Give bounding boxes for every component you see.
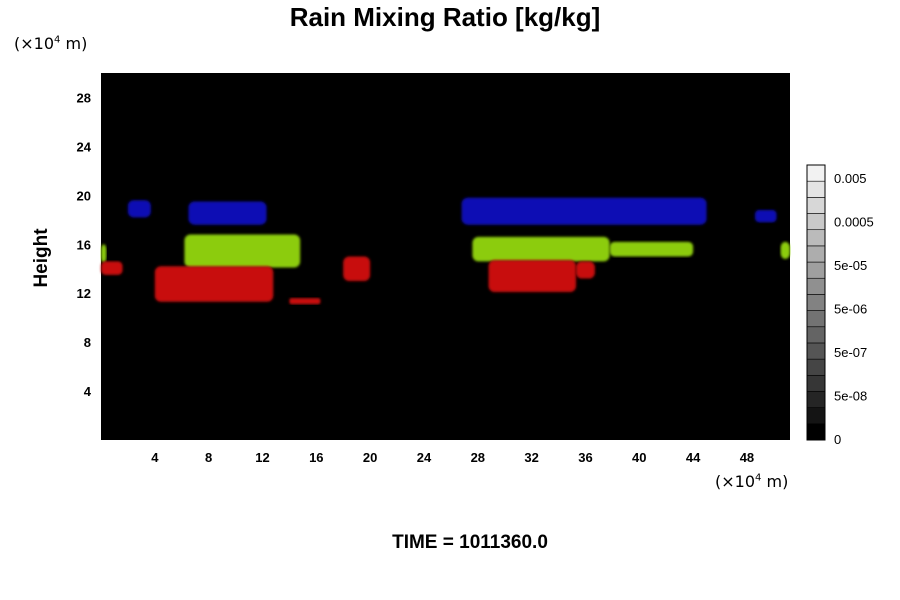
chart-title: Rain Mixing Ratio [kg/kg] (289, 2, 601, 32)
colorbar-level-6 (806, 326, 826, 344)
y-axis-unit: (×104 m) (14, 34, 88, 53)
rain-regions (101, 197, 790, 305)
rain-region-10 (101, 261, 123, 275)
colorbar-level-2 (806, 391, 826, 408)
colorbar-tick-label-1: 0.0005 (834, 215, 874, 230)
time-label: TIME = 1011360.0 (392, 532, 548, 553)
rain-region-7 (101, 244, 107, 263)
x-tick-label-1: 8 (205, 450, 212, 465)
y-tick-label-4: 20 (77, 188, 91, 203)
x-tick-label-0: 4 (151, 450, 159, 465)
colorbar-tick-label-0: 0.005 (834, 171, 867, 186)
y-tick-label-6: 28 (77, 90, 91, 105)
x-tick-label-9: 40 (632, 450, 646, 465)
rain-region-5 (472, 236, 610, 262)
x-tick-label-4: 20 (363, 450, 377, 465)
x-tick-label-2: 12 (255, 450, 269, 465)
colorbar-level-13 (806, 213, 826, 231)
colorbar-level-15 (806, 180, 826, 198)
colorbar-level-12 (806, 229, 826, 247)
rain-region-6 (609, 241, 694, 257)
colorbar-level-4 (806, 358, 826, 376)
rain-region-12 (488, 260, 577, 292)
colorbar-tick-label-4: 5e-07 (834, 345, 867, 360)
y-tick-label-3: 16 (77, 237, 91, 252)
rain-region-9 (154, 266, 274, 302)
colorbar-level-0 (806, 423, 826, 441)
rain-region-4 (184, 234, 301, 268)
colorbar-level-1 (806, 407, 826, 425)
colorbar-level-10 (806, 261, 826, 279)
colorbar-frame (806, 164, 826, 441)
colorbar-level-8 (806, 294, 826, 311)
colorbar-tick-label-5: 5e-08 (834, 389, 867, 404)
colorbar: 0.005 0.0005 5e-05 5e-06 5e-07 5e-08 0 (806, 164, 874, 447)
colorbar-level-14 (806, 197, 826, 214)
colorbar-level-9 (806, 277, 826, 295)
rain-region-2 (461, 197, 707, 225)
rain-region-3 (755, 210, 777, 223)
x-tick-label-5: 24 (417, 450, 432, 465)
x-axis-unit: (×104 m) (715, 472, 789, 491)
colorbar-level-11 (806, 245, 826, 263)
rain-region-0 (127, 200, 151, 218)
colorbar-level-7 (806, 310, 826, 328)
x-tick-label-6: 28 (471, 450, 485, 465)
x-tick-label-7: 32 (524, 450, 538, 465)
rain-region-1 (188, 201, 267, 225)
x-tick-label-3: 16 (309, 450, 323, 465)
rain-region-13 (576, 261, 595, 279)
colorbar-tick-label-2: 5e-05 (834, 258, 867, 273)
x-tick-label-10: 44 (686, 450, 701, 465)
colorbar-level-5 (806, 342, 826, 360)
rain-region-14 (289, 298, 321, 305)
y-tick-label-0: 4 (84, 384, 92, 399)
rain-region-8 (780, 241, 790, 259)
y-tick-label-1: 8 (84, 335, 91, 350)
colorbar-tick-label-3: 5e-06 (834, 302, 867, 317)
y-tick-label-2: 12 (77, 286, 91, 301)
x-tick-label-11: 48 (740, 450, 754, 465)
x-axis-ticks: 4 8 12 16 20 24 28 32 36 40 44 48 (151, 450, 754, 465)
y-tick-label-5: 24 (77, 139, 92, 154)
colorbar-level-16 (806, 164, 826, 182)
y-axis-ticks: 4 8 12 16 20 24 28 (77, 90, 92, 399)
colorbar-tick-label-6: 0 (834, 432, 841, 447)
colorbar-level-3 (806, 374, 826, 392)
x-tick-label-8: 36 (578, 450, 592, 465)
rain-region-11 (343, 256, 371, 281)
